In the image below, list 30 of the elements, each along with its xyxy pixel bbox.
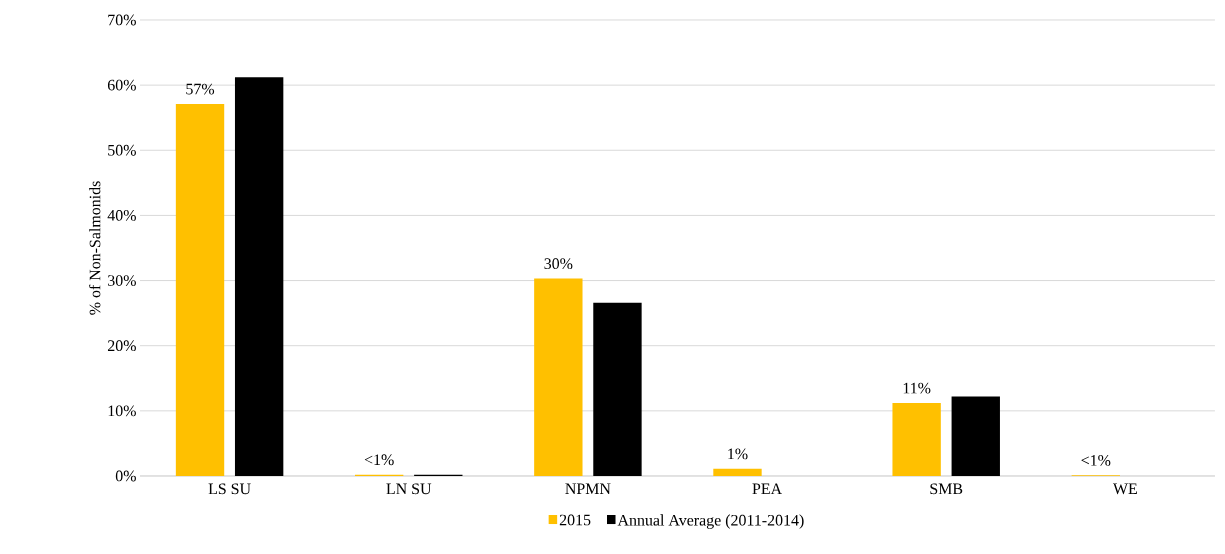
legend-label: 2015 xyxy=(559,514,591,526)
bar xyxy=(534,278,583,476)
data-label: <1% xyxy=(364,454,394,466)
y-tick-label: 70% xyxy=(108,14,136,26)
bar xyxy=(892,403,941,476)
x-tick-label: LN SU xyxy=(386,483,432,495)
y-tick-label: 0% xyxy=(115,470,136,482)
y-axis-title: % of Non-Salmonids xyxy=(89,181,101,315)
data-label: 57% xyxy=(186,83,215,95)
bar xyxy=(175,104,225,476)
data-label: <1% xyxy=(1081,455,1111,466)
x-tick-label: NPMN xyxy=(565,483,611,494)
x-tick-label: WE xyxy=(1112,483,1137,495)
y-tick-label: 20% xyxy=(107,340,136,352)
data-label: 30% xyxy=(544,258,573,270)
x-tick-label: SMB xyxy=(930,483,963,495)
bar xyxy=(593,302,642,476)
y-tick-label: 10% xyxy=(108,405,136,417)
data-label: 11% xyxy=(903,382,931,394)
y-tick-label: 50% xyxy=(108,144,136,156)
bar xyxy=(234,77,284,476)
bar xyxy=(713,468,762,476)
bar xyxy=(951,396,1000,476)
x-tick-label: LS SU xyxy=(208,483,251,495)
data-label: 1% xyxy=(728,448,748,460)
x-tick-label: PEA xyxy=(752,483,782,495)
y-tick-label: 40% xyxy=(107,210,136,221)
y-tick-label: 30% xyxy=(108,275,136,286)
legend-label: Annual Average (2011-2014) xyxy=(617,514,804,529)
y-tick-label: 60% xyxy=(107,79,136,91)
